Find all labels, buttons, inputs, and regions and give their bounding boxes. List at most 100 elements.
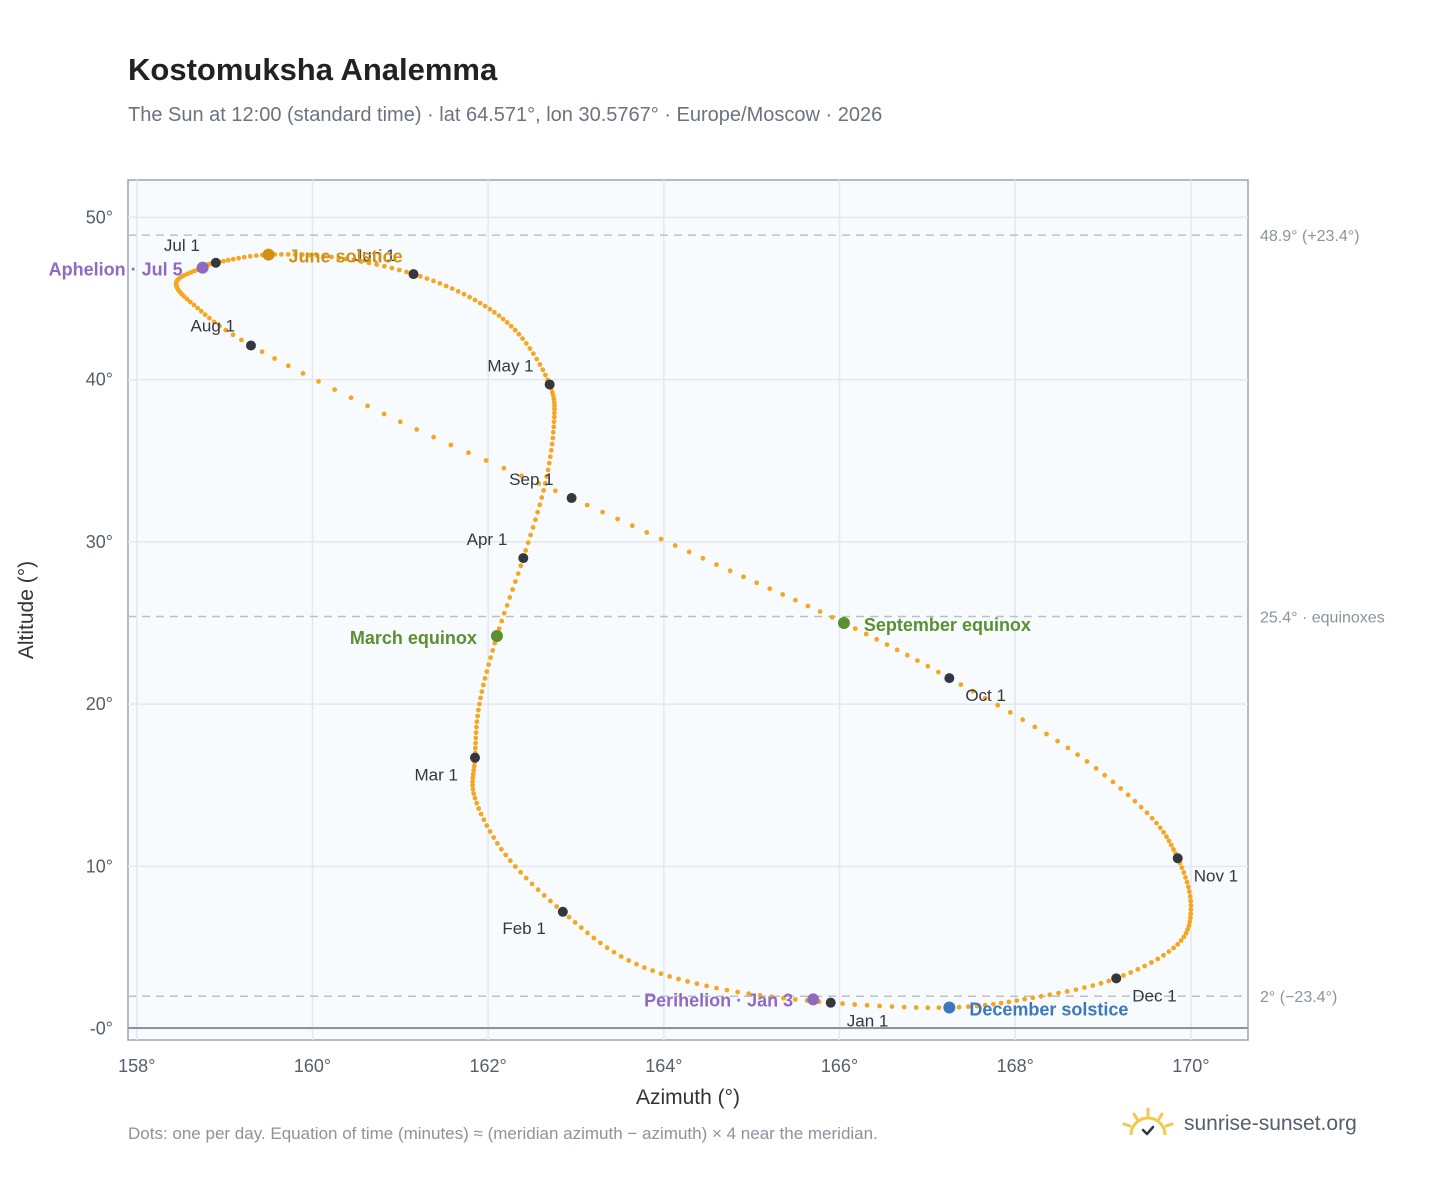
daily-dot xyxy=(754,580,760,586)
daily-dot xyxy=(299,252,305,258)
daily-dot xyxy=(314,253,320,258)
daily-dot xyxy=(700,555,706,561)
daily-dot xyxy=(1171,847,1176,852)
month-marker-label: Mar 1 xyxy=(415,766,458,785)
event-marker xyxy=(837,616,850,629)
daily-dot xyxy=(504,603,510,608)
daily-dot xyxy=(1030,995,1036,1001)
daily-dot xyxy=(1181,870,1187,875)
daily-dot xyxy=(805,603,811,609)
daily-dot xyxy=(998,1000,1004,1006)
daily-dot xyxy=(1132,798,1138,804)
daily-dot xyxy=(474,724,479,730)
daily-dot xyxy=(553,488,558,494)
daily-dot xyxy=(1188,898,1194,904)
daily-dot xyxy=(1014,998,1020,1003)
daily-dot xyxy=(470,779,475,784)
daily-dot xyxy=(351,257,357,263)
daily-dot xyxy=(482,303,488,309)
daily-dot xyxy=(904,652,910,658)
daily-dot xyxy=(507,595,513,600)
daily-dot xyxy=(694,981,700,987)
daily-dot xyxy=(499,846,504,852)
daily-dot xyxy=(225,257,231,263)
daily-dot xyxy=(1185,927,1191,932)
daily-dot xyxy=(598,940,603,946)
daily-dot xyxy=(466,450,471,456)
x-tick-label: 158° xyxy=(118,1056,155,1076)
daily-dot xyxy=(1093,766,1099,771)
daily-dot xyxy=(481,682,486,688)
daily-dot xyxy=(484,669,490,674)
daily-dot xyxy=(550,390,555,395)
daily-dot xyxy=(473,740,478,746)
daily-dot xyxy=(207,315,212,321)
daily-dot xyxy=(1164,834,1169,840)
daily-dot xyxy=(523,875,529,881)
daily-dot xyxy=(366,260,372,266)
daily-dot xyxy=(239,337,244,343)
daily-dot xyxy=(381,411,387,417)
daily-dot xyxy=(618,954,624,959)
daily-dot xyxy=(676,976,681,982)
daily-dot xyxy=(1064,989,1070,994)
daily-dot xyxy=(365,403,370,409)
daily-dot xyxy=(307,252,312,258)
daily-dot xyxy=(431,434,436,440)
daily-dot xyxy=(1102,772,1108,778)
daily-dot xyxy=(217,323,223,329)
daily-dot xyxy=(585,930,590,936)
daily-dot xyxy=(1142,963,1148,969)
daily-dot xyxy=(473,735,479,741)
daily-dot xyxy=(1187,919,1193,925)
daily-dot xyxy=(503,852,509,858)
y-tick-label: 20° xyxy=(86,694,113,714)
month-marker-label: Oct 1 xyxy=(965,686,1006,705)
y-tick-label: -0° xyxy=(90,1019,113,1039)
daily-dot xyxy=(864,1002,870,1008)
daily-dot xyxy=(1047,992,1053,998)
daily-dot xyxy=(704,983,709,989)
daily-dot xyxy=(499,618,505,624)
month-marker-label: Jun 1 xyxy=(354,246,396,265)
daily-dot xyxy=(1110,779,1116,785)
daily-dot xyxy=(1118,786,1124,791)
event-marker xyxy=(490,629,503,642)
daily-dot xyxy=(230,256,236,262)
daily-dot xyxy=(591,935,597,941)
daily-dot xyxy=(970,688,976,694)
month-marker-label: Dec 1 xyxy=(1132,986,1176,1005)
event-marker xyxy=(262,248,275,261)
daily-dot xyxy=(478,695,483,701)
daily-dot xyxy=(478,811,484,817)
daily-dot xyxy=(472,297,478,303)
x-tick-label: 160° xyxy=(294,1056,331,1076)
daily-dot xyxy=(484,823,490,828)
daily-dot xyxy=(543,372,548,378)
daily-dot xyxy=(195,305,201,311)
daily-dot xyxy=(492,640,498,646)
daily-dot xyxy=(443,283,449,289)
daily-dot xyxy=(448,442,454,448)
x-tick-label: 170° xyxy=(1172,1056,1209,1076)
daily-dot xyxy=(982,695,988,701)
daily-dot xyxy=(1106,978,1112,984)
brand[interactable]: sunrise-sunset.org xyxy=(1122,1104,1357,1144)
daily-dot xyxy=(404,269,409,275)
daily-dot xyxy=(501,610,507,616)
month-marker xyxy=(566,493,577,504)
daily-dot xyxy=(321,253,327,259)
daily-dot xyxy=(1184,879,1190,885)
daily-dot xyxy=(1186,923,1192,928)
daily-dot xyxy=(1161,952,1166,958)
daily-dot xyxy=(535,887,541,893)
event-markers: Aphelion · Jul 5 June solstice March equin… xyxy=(49,247,1129,1020)
daily-dot xyxy=(1171,945,1176,951)
daily-dot xyxy=(187,299,193,305)
event-label: September equinox xyxy=(864,615,1031,635)
daily-dot xyxy=(534,356,540,362)
reference-lines: 48.9° (+23.4°) 25.4° · equinoxes 2° (−23.4… xyxy=(128,228,1385,1006)
x-axis-label: Azimuth (°) xyxy=(636,1086,740,1109)
daily-dot xyxy=(1188,907,1194,912)
daily-dot xyxy=(545,467,551,473)
